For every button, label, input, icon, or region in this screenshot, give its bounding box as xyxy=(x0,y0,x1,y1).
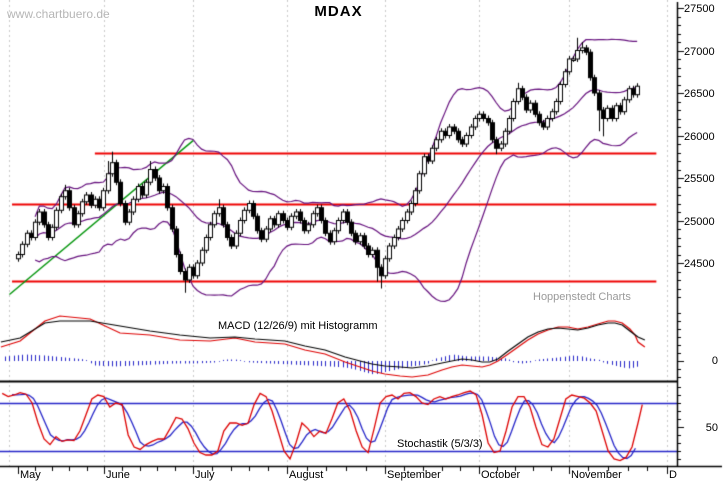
price-tick-label: 27500 xyxy=(684,3,715,15)
month-label: October xyxy=(481,469,521,481)
price-tick-label: 25500 xyxy=(684,173,715,185)
stochastic-panel-label: Stochastik (5/3/3) xyxy=(397,438,483,450)
chart-title: MDAX xyxy=(314,3,363,20)
price-tick-label: 26500 xyxy=(684,88,715,100)
month-label: D xyxy=(669,469,677,481)
month-label: May xyxy=(20,469,41,481)
stochastic-axis-label: 50 xyxy=(705,422,718,434)
price-tick-label: 26000 xyxy=(684,131,715,143)
price-tick-label: 24500 xyxy=(684,258,715,270)
price-tick-label: 25000 xyxy=(684,216,715,228)
credit-label: Hoppenstedt Charts xyxy=(533,291,631,303)
watermark: www.chartbuero.de xyxy=(7,7,110,21)
macd-panel-label: MACD (12/26/9) mit Histogramm xyxy=(218,320,378,332)
month-label: July xyxy=(195,469,215,481)
month-label: September xyxy=(387,469,441,481)
macd-zero-axis-label: 0 xyxy=(711,355,718,367)
month-label: August xyxy=(289,469,324,481)
month-label: November xyxy=(571,469,622,481)
month-label: June xyxy=(106,469,130,481)
price-tick-label: 27000 xyxy=(684,46,715,58)
